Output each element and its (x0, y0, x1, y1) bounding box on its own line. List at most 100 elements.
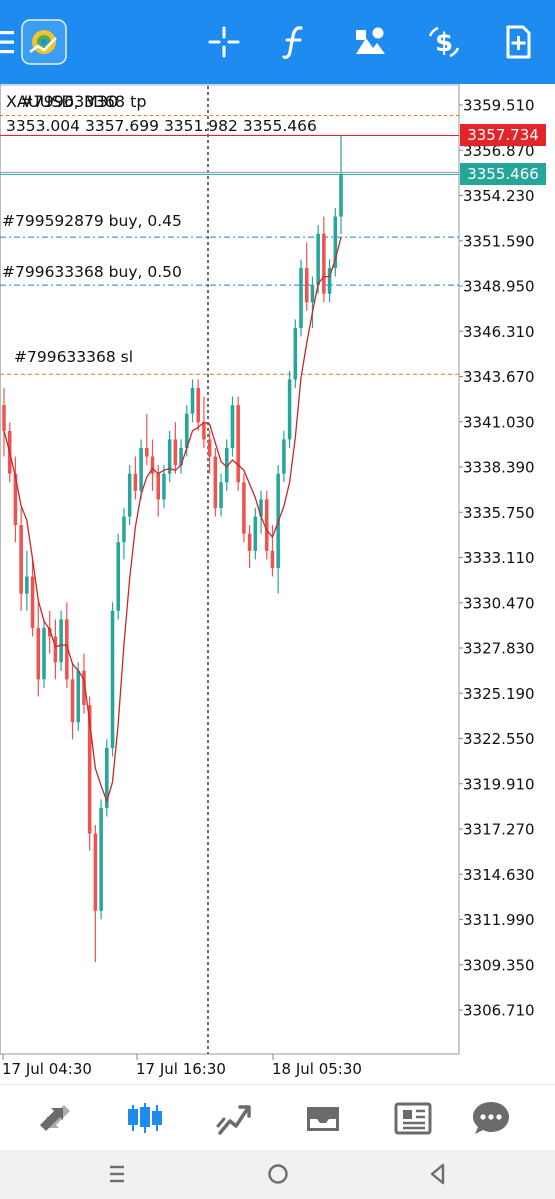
candle-body (202, 422, 206, 440)
candle-body (93, 833, 98, 911)
candle-body (219, 482, 223, 508)
candle-body (30, 576, 35, 628)
candle-body (19, 525, 23, 594)
candle-body (264, 499, 269, 551)
candle-body (316, 233, 320, 286)
recents-icon[interactable] (99, 1156, 135, 1192)
candle-body (65, 619, 69, 680)
candle-body (156, 473, 160, 500)
price-chart[interactable]: 3359.510 3356.870 3354.230 3351.590 3348.950… (0, 84, 555, 1084)
candle-body (25, 576, 29, 594)
candle-body (179, 447, 183, 466)
price-axis-label: 3306.710 (463, 1002, 535, 1020)
candle-body (333, 216, 338, 269)
candle-body (110, 610, 115, 748)
candle-body (242, 482, 246, 534)
price-axis-label: 3317.270 (463, 821, 535, 839)
candle-body (70, 679, 75, 723)
ask-price-tag: 3357.734 (460, 124, 546, 147)
order-label-buy-2[interactable]: #799633368 buy, 0.50 (2, 263, 182, 281)
chat-icon[interactable] (466, 1093, 516, 1143)
candle-body (122, 516, 126, 543)
candle-body (127, 473, 132, 517)
candle-body (293, 327, 298, 380)
candle-body (150, 456, 155, 474)
candle-body (224, 447, 229, 483)
candle-body (230, 405, 235, 448)
candle-body (167, 439, 172, 474)
indicators-icon[interactable] (271, 18, 319, 66)
time-axis-label: 18 Jul 05:30 (272, 1060, 362, 1078)
candle-body (162, 473, 166, 500)
ohlc-low: 3351.982 (163, 117, 238, 135)
symbol-period-label: XAUUSD, M30 (6, 92, 119, 111)
candle-body (13, 473, 18, 526)
ohlc-close: 3355.466 (242, 117, 317, 135)
candle-body (213, 456, 218, 508)
candle-body (87, 705, 92, 834)
app-logo[interactable] (20, 18, 68, 66)
candle-body (47, 627, 52, 637)
candle-body (173, 439, 178, 466)
top-toolbar: $ (0, 0, 555, 84)
price-axis-label: 3322.550 (463, 730, 535, 748)
price-axis-label: 3341.030 (463, 413, 535, 431)
candle-body (236, 405, 240, 483)
price-axis-label: 3348.950 (463, 278, 535, 296)
time-axis-label: 17 Jul 04:30 (2, 1060, 92, 1078)
chart-canvas[interactable]: 3359.5103356.8703354.2303351.5903348.950… (0, 84, 555, 1084)
history-icon[interactable] (298, 1093, 348, 1143)
candle-body (299, 268, 303, 328)
price-axis-label: 3309.350 (463, 956, 535, 974)
price-axis-label: 3335.750 (463, 504, 535, 522)
bid-price-tag: 3355.466 (460, 163, 546, 186)
tp-order-label: #799633368 tp (20, 92, 147, 111)
price-axis-label: 3311.990 (463, 911, 535, 929)
price-axis-label: 3346.310 (463, 323, 535, 341)
menu-icon[interactable] (0, 18, 28, 66)
quotes-icon[interactable] (30, 1093, 80, 1143)
bottom-navigation (0, 1084, 555, 1151)
order-label-sl[interactable]: #799633368 sl (14, 348, 134, 366)
candle-body (190, 387, 195, 414)
home-icon[interactable] (260, 1156, 296, 1192)
candle-body (82, 670, 86, 706)
chart-icon[interactable] (120, 1093, 170, 1143)
candle-body (327, 268, 332, 294)
candle-body (2, 405, 6, 431)
order-label-buy-1[interactable]: #799592879 buy, 0.45 (2, 212, 182, 230)
candle-body (133, 473, 138, 491)
price-axis-label: 3319.910 (463, 775, 535, 793)
candle-body (339, 174, 343, 217)
moving-average-line (3, 237, 342, 804)
back-icon[interactable] (420, 1156, 456, 1192)
new-order-icon[interactable] (494, 18, 542, 66)
price-axis-label: 3338.390 (463, 459, 535, 477)
symbol-icon[interactable]: $ (420, 18, 468, 66)
price-axis-label: 3359.510 (463, 97, 535, 115)
candle-body (207, 439, 212, 457)
price-axis-label: 3333.110 (463, 549, 535, 567)
candle-body (99, 807, 103, 911)
objects-icon[interactable] (346, 18, 394, 66)
candle-body (76, 670, 81, 723)
candle-body (139, 447, 143, 491)
price-axis-label: 3314.630 (463, 866, 535, 884)
time-axis-label: 17 Jul 16:30 (136, 1060, 226, 1078)
price-axis-label: 3330.470 (463, 594, 535, 612)
price-axis-label: 3343.670 (463, 368, 535, 386)
candle-body (247, 533, 252, 551)
price-axis-label: 3325.190 (463, 685, 535, 703)
news-icon[interactable] (388, 1093, 438, 1143)
candle-body (282, 439, 286, 474)
candle-body (116, 542, 121, 611)
candle-body (270, 550, 275, 568)
candle-body (287, 379, 292, 440)
price-axis-label: 3351.590 (463, 232, 535, 250)
price-axis-label: 3354.230 (463, 187, 535, 205)
candle-body (105, 747, 109, 808)
candle-body (253, 516, 258, 551)
trade-icon[interactable] (210, 1093, 260, 1143)
ohlc-high: 3357.699 (84, 117, 159, 135)
crosshair-icon[interactable] (200, 18, 248, 66)
